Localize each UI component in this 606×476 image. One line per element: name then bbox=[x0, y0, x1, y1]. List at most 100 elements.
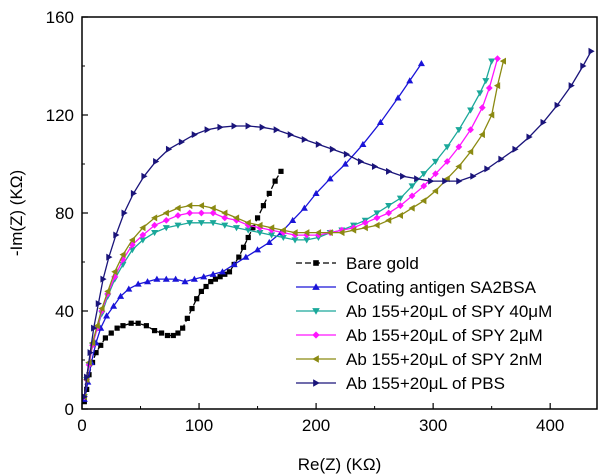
data-point bbox=[484, 165, 491, 173]
data-point bbox=[174, 212, 182, 219]
data-point bbox=[488, 58, 496, 65]
data-point bbox=[204, 126, 211, 134]
data-point bbox=[482, 78, 490, 85]
data-point bbox=[95, 300, 102, 308]
data-point bbox=[303, 229, 310, 237]
data-point bbox=[186, 220, 194, 227]
data-point bbox=[301, 135, 308, 144]
data-point bbox=[268, 232, 276, 239]
data-point bbox=[417, 60, 425, 67]
data-point bbox=[203, 283, 209, 290]
data-point bbox=[254, 215, 261, 221]
data-point bbox=[153, 275, 161, 282]
data-point bbox=[338, 229, 345, 237]
data-point bbox=[279, 234, 287, 242]
data-point bbox=[119, 251, 126, 259]
data-point bbox=[289, 216, 297, 223]
data-point bbox=[268, 224, 275, 232]
data-point bbox=[108, 330, 114, 336]
y-tick-label: 160 bbox=[46, 8, 74, 27]
x-tick-label: 300 bbox=[419, 416, 447, 435]
data-point bbox=[245, 122, 252, 130]
data-point bbox=[244, 227, 252, 234]
data-point bbox=[278, 168, 284, 174]
y-tick-label: 80 bbox=[55, 204, 74, 223]
data-point bbox=[443, 158, 451, 165]
data-point bbox=[121, 209, 128, 217]
y-axis-label: -Im(Z) (KΩ) bbox=[7, 170, 26, 256]
series-5 bbox=[82, 57, 506, 401]
data-point bbox=[194, 296, 200, 302]
data-point bbox=[414, 175, 421, 183]
data-point bbox=[158, 330, 165, 336]
series-line bbox=[83, 63, 422, 400]
data-point bbox=[162, 216, 170, 224]
data-point bbox=[139, 231, 147, 239]
data-point bbox=[303, 237, 311, 244]
data-point bbox=[279, 226, 286, 234]
data-point bbox=[526, 133, 533, 141]
legend-marker bbox=[312, 308, 320, 315]
data-point bbox=[180, 325, 186, 331]
data-point bbox=[385, 203, 393, 210]
data-point bbox=[455, 162, 462, 170]
data-point bbox=[260, 203, 267, 209]
data-point bbox=[102, 335, 109, 341]
data-point bbox=[540, 118, 547, 126]
x-axis-label: Re(Z) (KΩ) bbox=[298, 455, 382, 474]
legend-marker bbox=[313, 379, 320, 387]
data-point bbox=[245, 234, 251, 241]
data-point bbox=[231, 122, 238, 130]
data-point bbox=[371, 162, 379, 170]
data-point bbox=[110, 302, 118, 309]
data-point bbox=[164, 332, 171, 339]
data-point bbox=[84, 373, 91, 381]
data-point bbox=[343, 150, 351, 158]
data-point bbox=[221, 214, 229, 222]
data-point bbox=[244, 219, 251, 227]
data-point bbox=[341, 160, 349, 167]
data-point bbox=[478, 104, 486, 112]
legend-label: Ab 155+20μL of PBS bbox=[346, 374, 505, 393]
data-point bbox=[315, 140, 322, 148]
data-point bbox=[221, 209, 228, 217]
data-point bbox=[361, 224, 368, 232]
data-point bbox=[198, 288, 204, 294]
data-point bbox=[431, 187, 439, 195]
series-6 bbox=[82, 47, 595, 401]
data-point bbox=[117, 292, 125, 299]
data-point bbox=[139, 237, 147, 244]
data-point bbox=[217, 123, 224, 131]
legend-label: Ab 155+20μL of SPY 2nM bbox=[346, 350, 542, 369]
data-point bbox=[104, 290, 112, 298]
data-point bbox=[396, 202, 404, 210]
data-point bbox=[432, 170, 439, 178]
data-point bbox=[291, 237, 299, 244]
data-point bbox=[266, 190, 272, 196]
data-point bbox=[250, 225, 256, 231]
data-point bbox=[236, 254, 242, 260]
data-point bbox=[209, 270, 217, 277]
data-point bbox=[580, 62, 587, 70]
data-point bbox=[125, 285, 133, 292]
data-point bbox=[232, 225, 241, 232]
data-point bbox=[189, 305, 195, 312]
data-point bbox=[350, 226, 357, 234]
data-point bbox=[91, 324, 98, 332]
data-point bbox=[93, 350, 99, 356]
data-point bbox=[93, 322, 100, 330]
data-point bbox=[385, 209, 393, 217]
data-point bbox=[87, 349, 94, 357]
data-point bbox=[198, 209, 205, 217]
data-point bbox=[272, 178, 278, 184]
series-line bbox=[83, 58, 499, 397]
data-point bbox=[420, 182, 428, 190]
data-point bbox=[100, 275, 107, 283]
data-point bbox=[144, 278, 152, 285]
data-point bbox=[113, 231, 120, 239]
data-point bbox=[385, 216, 392, 224]
data-point bbox=[162, 275, 170, 282]
data-point bbox=[242, 253, 250, 260]
data-point bbox=[181, 278, 189, 285]
legend-item: Ab 155+20μL of SPY 2nM bbox=[296, 350, 542, 369]
